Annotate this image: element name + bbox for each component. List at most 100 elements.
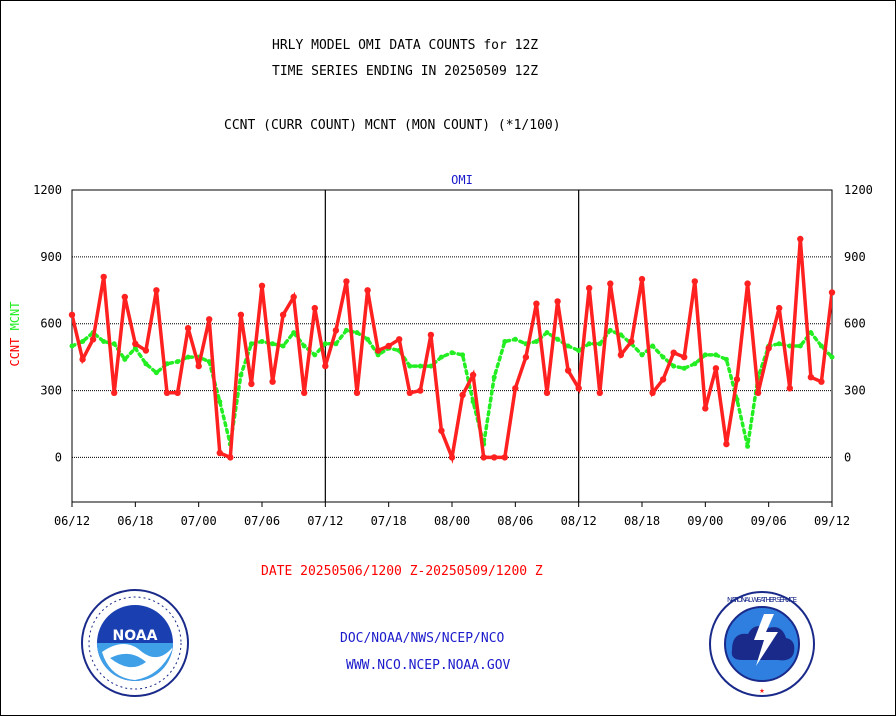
data-point-ccnt	[702, 405, 709, 412]
data-point-mcnt	[502, 339, 508, 344]
xtick-label: 09/06	[751, 514, 787, 528]
xtick-label: 07/12	[307, 514, 343, 528]
data-point-ccnt	[163, 389, 171, 396]
data-point-mcnt	[681, 365, 687, 371]
ylabel-left: CCNT MCNT	[8, 301, 22, 366]
data-point-ccnt	[406, 389, 413, 396]
svg-text:★: ★	[759, 686, 765, 696]
data-point-mcnt	[639, 352, 645, 358]
data-point-ccnt	[776, 304, 783, 312]
noaa-logo: NOAA	[81, 589, 189, 697]
data-point-ccnt	[396, 336, 403, 343]
ytick-label-right: 0	[844, 450, 851, 464]
data-point-mcnt	[576, 348, 582, 353]
data-point-ccnt	[301, 389, 308, 396]
data-point-mcnt	[565, 343, 571, 349]
data-point-ccnt	[206, 316, 213, 323]
data-point-ccnt	[754, 389, 762, 396]
data-point-mcnt	[238, 372, 244, 378]
site-url[interactable]: WWW.NCO.NCEP.NOAA.GOV	[346, 658, 511, 673]
data-point-mcnt	[333, 341, 339, 347]
data-point-ccnt	[638, 275, 646, 283]
data-point-ccnt	[100, 273, 107, 281]
data-point-ccnt	[68, 311, 76, 318]
data-point-ccnt	[617, 351, 625, 359]
data-point-mcnt	[80, 339, 86, 344]
data-point-ccnt	[343, 278, 350, 285]
data-point-mcnt	[259, 339, 265, 344]
ytick-label-right: 600	[844, 317, 866, 331]
data-point-mcnt	[713, 352, 719, 358]
data-point-ccnt	[258, 282, 266, 289]
data-point-ccnt	[712, 365, 720, 372]
data-point-mcnt	[217, 399, 223, 405]
data-point-ccnt	[723, 440, 730, 448]
data-point-ccnt	[543, 389, 551, 396]
data-point-ccnt	[586, 284, 593, 292]
data-point-mcnt	[175, 359, 181, 365]
ytick-label-right: 300	[844, 384, 866, 398]
data-point-ccnt	[89, 336, 97, 343]
data-point-ccnt	[533, 300, 540, 307]
data-point-mcnt	[597, 341, 603, 347]
data-point-ccnt	[448, 454, 456, 461]
data-point-mcnt	[111, 341, 117, 347]
data-point-ccnt	[121, 293, 128, 301]
data-point-ccnt	[491, 454, 498, 461]
data-point-mcnt	[280, 343, 286, 349]
data-point-ccnt	[269, 378, 276, 385]
data-point-ccnt	[438, 427, 445, 434]
data-point-mcnt	[544, 330, 550, 336]
data-point-ccnt	[554, 298, 561, 305]
data-point-ccnt	[681, 353, 688, 361]
data-point-mcnt	[185, 354, 191, 360]
data-point-ccnt	[765, 345, 772, 352]
data-point-mcnt	[417, 363, 423, 369]
ytick-label-right: 900	[844, 250, 866, 264]
data-point-mcnt	[365, 336, 371, 342]
xtick-label: 08/12	[561, 514, 597, 528]
data-point-ccnt	[216, 449, 223, 457]
data-point-mcnt	[132, 345, 138, 351]
data-point-ccnt	[184, 325, 192, 332]
data-point-mcnt	[470, 399, 476, 405]
data-point-ccnt	[807, 374, 815, 381]
xtick-label: 09/00	[687, 514, 723, 528]
data-point-ccnt	[364, 287, 371, 294]
data-point-ccnt	[174, 389, 181, 396]
xtick-label: 09/12	[814, 514, 850, 528]
data-point-mcnt	[69, 343, 75, 349]
data-point-ccnt	[417, 387, 424, 394]
xtick-label: 07/06	[244, 514, 280, 528]
org-text: DOC/NOAA/NWS/NCEP/NCO	[340, 631, 505, 646]
data-point-ccnt	[374, 347, 382, 354]
data-point-ccnt	[385, 342, 392, 350]
data-point-mcnt	[407, 363, 413, 369]
data-point-mcnt	[153, 370, 159, 376]
page-subtitle: CCNT (CURR COUNT) MCNT (MON COUNT) (*1/1…	[224, 118, 561, 133]
data-point-mcnt	[745, 443, 751, 449]
xtick-label: 06/12	[54, 514, 90, 528]
data-point-mcnt	[776, 341, 782, 347]
data-point-ccnt	[564, 367, 572, 374]
data-point-mcnt	[555, 336, 561, 342]
data-point-ccnt	[279, 311, 287, 318]
data-point-ccnt	[797, 235, 804, 243]
data-point-mcnt	[808, 330, 814, 336]
data-point-ccnt	[132, 340, 139, 347]
data-point-mcnt	[343, 327, 349, 333]
page-title-line1: HRLY MODEL OMI DATA COUNTS for 12Z	[272, 38, 539, 53]
ytick-label-left: 300	[40, 384, 62, 398]
page-title-line2: TIME SERIES ENDING IN 20250509 12Z	[272, 64, 539, 79]
data-point-mcnt	[322, 341, 328, 347]
ytick-label-left: 600	[40, 317, 62, 331]
data-point-ccnt	[353, 389, 361, 396]
data-point-ccnt	[670, 349, 677, 356]
data-point-mcnt	[354, 330, 360, 336]
data-point-ccnt	[522, 353, 530, 361]
data-point-ccnt	[607, 280, 614, 287]
xtick-label: 08/00	[434, 514, 470, 528]
data-point-mcnt	[122, 356, 128, 362]
ytick-label-left: 900	[40, 250, 62, 264]
